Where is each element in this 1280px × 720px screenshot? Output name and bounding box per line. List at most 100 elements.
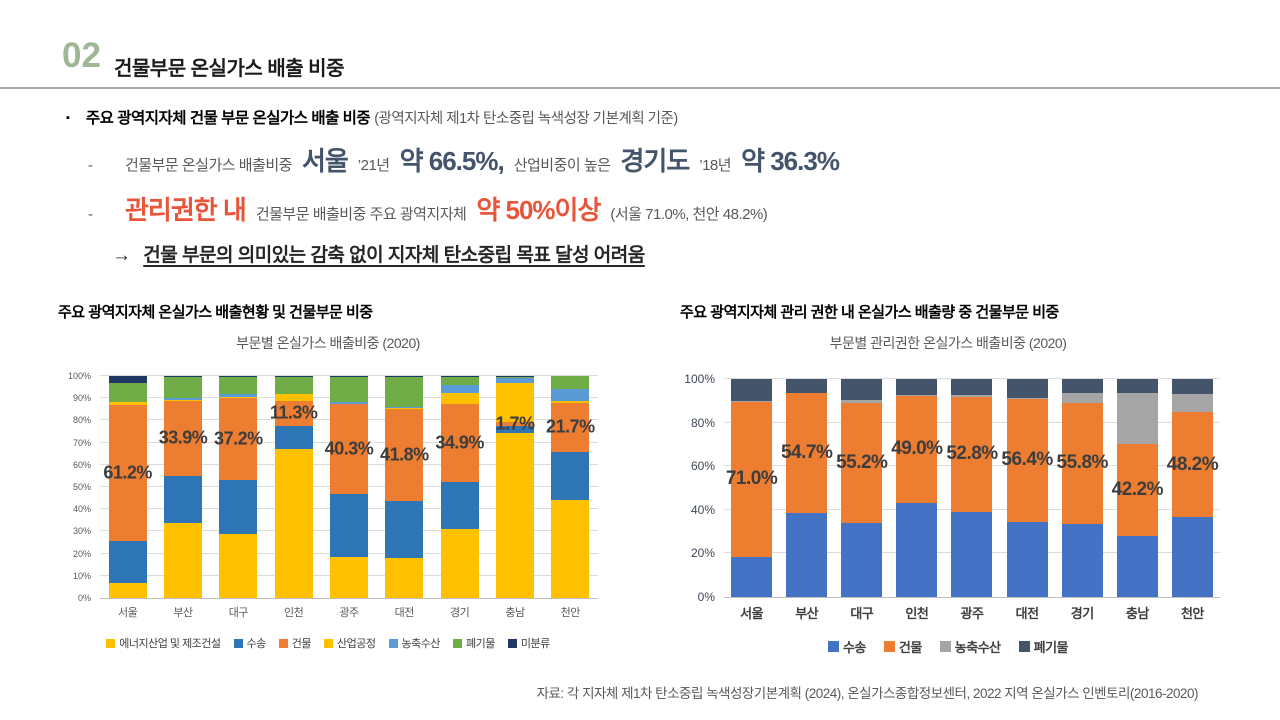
segment-폐기물	[495, 376, 534, 378]
segment-수송	[219, 480, 258, 534]
legend-item-산업공정: 산업공정	[324, 635, 376, 651]
stacked-bar-서울	[731, 379, 773, 597]
segment-수송	[495, 425, 534, 433]
axis-spacer	[676, 603, 724, 622]
segment-폐기물	[274, 377, 313, 394]
segment-산업공정	[163, 400, 202, 401]
line1-text-2: ’21년	[357, 157, 390, 174]
right-chart-y-axis: 0% 20% 40% 60% 80% 100%	[676, 372, 724, 604]
y-tick-label: 40%	[72, 504, 91, 515]
left-chart: 부문별 온실가스 배출비중 (2020) 0% 10% 20% 30% 40% 50% 60…	[58, 333, 598, 651]
dash-marker: -	[88, 157, 93, 174]
bullet-line: ▪ 주요 광역지자체 건물 부문 온실가스 배출 비중 (광역지자체 제1차 탄…	[66, 106, 678, 128]
header-divider	[0, 87, 1280, 89]
segment-산업공정	[108, 402, 147, 405]
axis-spacer	[58, 604, 100, 620]
segment-폐기물	[1061, 379, 1103, 393]
legend-item-농축수산: 농축수산	[939, 637, 1001, 656]
segment-건물	[495, 422, 534, 426]
segment-폐기물	[1171, 379, 1213, 394]
segment-건물	[1006, 398, 1048, 522]
y-tick-label: 0%	[697, 590, 715, 604]
segment-산업공정	[551, 400, 590, 404]
stacked-bar-부산	[163, 376, 202, 598]
line2-highlight-50pct: 약 50%이상	[476, 195, 601, 225]
y-tick-label: 10%	[72, 570, 91, 581]
bullet-title: 주요 광역지자체 건물 부문 온실가스 배출 비중	[85, 110, 371, 127]
legend-swatch	[388, 638, 398, 648]
segment-농축수산	[329, 402, 368, 404]
legend-swatch	[453, 638, 463, 648]
segment-건물	[951, 396, 993, 512]
segment-폐기물	[786, 379, 828, 393]
right-chart: 부문별 관리권한 온실가스 배출비중 (2020) 0% 20% 40% 60% 80%…	[676, 333, 1220, 656]
segment-건물	[841, 403, 883, 524]
right-chart-x-labels: 서울 부산 대구 인천 광주 대전 경기 충남 천안	[724, 603, 1220, 622]
line2-highlight-authority: 관리권한 내	[125, 195, 247, 225]
legend-label: 건물	[898, 640, 922, 655]
y-tick-label: 70%	[72, 437, 91, 448]
line1-highlight-seoul-value: 약 66.5%,	[399, 146, 505, 176]
bullet-square-icon: ▪	[66, 112, 70, 124]
gridline	[724, 378, 1220, 379]
x-category-label: 인천	[905, 606, 929, 621]
legend-item-에너지산업 및 제조건설: 에너지산업 및 제조건설	[106, 635, 221, 651]
statement-line-2: - 관리권한 내 건물부문 배출비중 주요 광역지자체 약 50%이상 (서울 …	[88, 190, 772, 227]
right-chart-plot-area: 71.0% 54.7% 55.2% 49.0% 52.8% 56.4% 55.8% 42.2%…	[724, 378, 1220, 598]
segment-수송	[951, 511, 993, 597]
y-tick-label: 60%	[690, 459, 715, 474]
line2-text-1: 건물부문 배출비중 주요 광역지자체	[255, 206, 467, 223]
x-category-label: 인천	[284, 607, 304, 619]
segment-건물	[551, 403, 590, 452]
segment-에너지산업 및 제조건설	[440, 529, 479, 598]
segment-미분류	[329, 376, 368, 377]
y-tick-label: 40%	[690, 502, 715, 517]
segment-미분류	[440, 376, 479, 378]
left-chart-plot-area: 61.2% 33.9% 37.2% 11.3% 40.3% 41.8% 34.9% 1.7% 2…	[100, 375, 598, 599]
segment-에너지산업 및 제조건설	[163, 522, 202, 598]
stacked-bar-경기	[1061, 379, 1103, 597]
x-category-label: 천안	[1180, 606, 1204, 621]
legend-item-수송: 수송	[827, 637, 866, 656]
segment-수송	[1006, 521, 1048, 597]
x-category-label: 충남	[1125, 606, 1149, 621]
segment-산업공정	[219, 397, 258, 398]
legend-swatch	[1018, 641, 1030, 652]
stacked-bar-충남	[495, 376, 534, 598]
segment-폐기물	[219, 377, 258, 395]
dash-marker: -	[88, 206, 93, 223]
legend-item-농축수산: 농축수산	[388, 635, 441, 651]
segment-미분류	[219, 376, 258, 378]
x-category-label: 부산	[795, 606, 819, 621]
y-tick-label: 90%	[72, 393, 91, 404]
legend-item-폐기물: 폐기물	[453, 635, 495, 651]
segment-에너지산업 및 제조건설	[274, 448, 313, 598]
segment-농축수산	[841, 399, 883, 403]
segment-수송	[440, 481, 479, 530]
y-tick-label: 20%	[72, 548, 91, 559]
segment-건물	[1061, 402, 1103, 525]
legend-label: 수송	[842, 640, 866, 655]
line1-highlight-gyeonggi-value: 약 36.3%	[741, 146, 840, 176]
line2-text-2: (서울 71.0%, 천안 48.2%)	[610, 206, 768, 223]
legend-item-건물: 건물	[883, 637, 922, 656]
left-chart-title: 부문별 온실가스 배출비중 (2020)	[236, 335, 420, 351]
segment-건물	[1116, 443, 1158, 536]
segment-농축수산	[1061, 392, 1103, 403]
segment-건물	[108, 404, 147, 541]
x-category-label: 충남	[505, 607, 525, 619]
right-chart-heading: 주요 광역지자체 관리 권한 내 온실가스 배출량 중 건물부문 비중	[680, 304, 1059, 321]
line1-highlight-gyeonggi: 경기도	[620, 146, 690, 176]
segment-수송	[841, 523, 883, 597]
segment-폐기물	[1006, 379, 1048, 399]
legend-item-미분류: 미분류	[507, 635, 550, 651]
segment-폐기물	[841, 379, 883, 400]
legend-swatch	[278, 638, 288, 648]
segment-폐기물	[951, 379, 993, 396]
segment-건물	[440, 404, 479, 482]
segment-산업공정	[385, 407, 424, 409]
y-tick-label: 20%	[690, 546, 715, 561]
x-category-label: 경기	[450, 607, 470, 619]
stacked-bar-대전	[1006, 379, 1048, 597]
legend-swatch	[233, 638, 243, 648]
